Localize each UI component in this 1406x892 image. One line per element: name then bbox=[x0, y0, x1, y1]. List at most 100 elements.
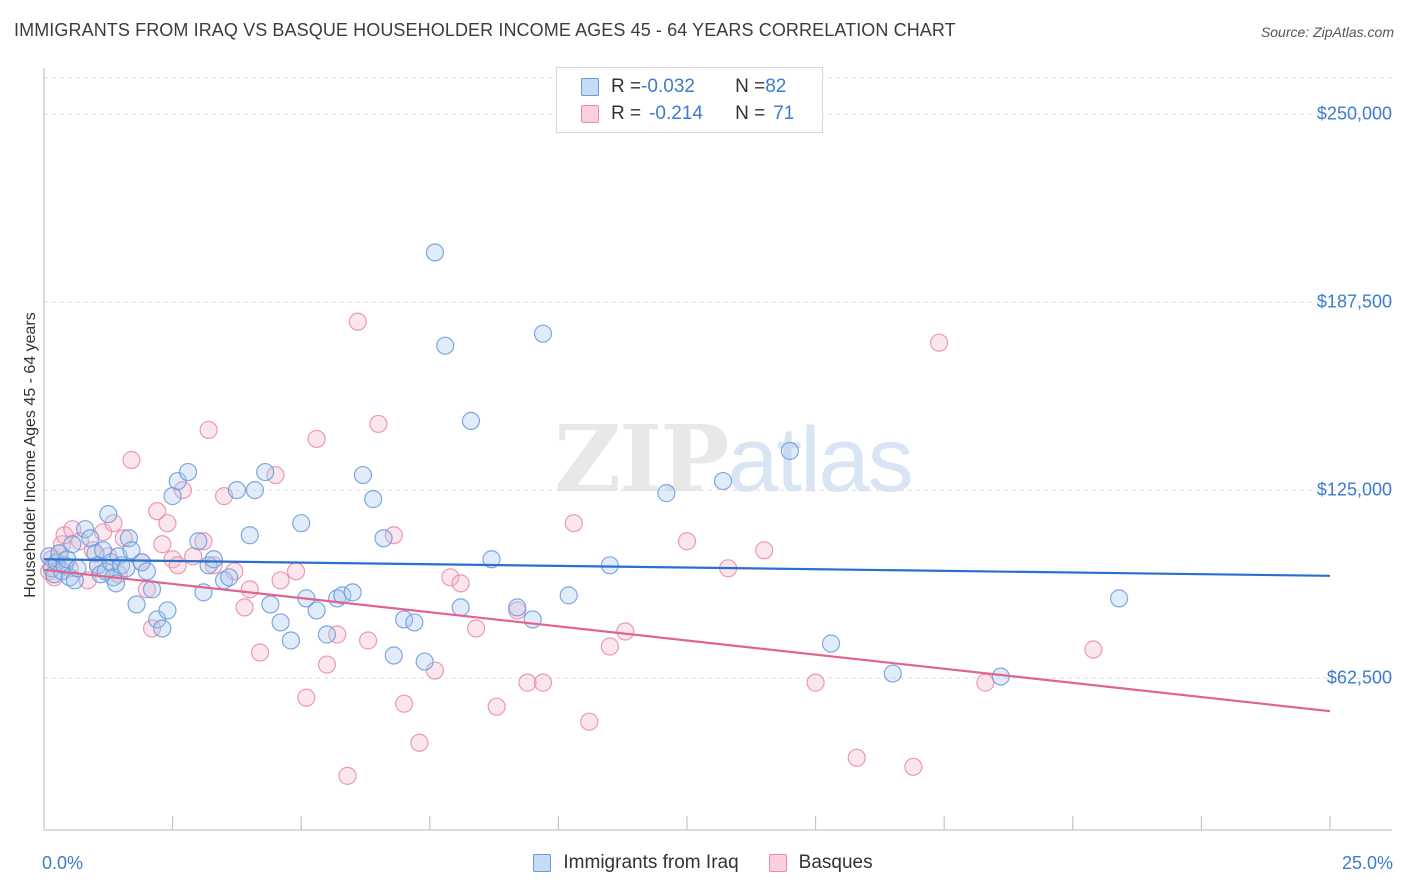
iraq-point bbox=[307, 601, 326, 620]
iraq-point bbox=[204, 550, 223, 569]
legend-swatch-iraq bbox=[581, 78, 599, 96]
basques-trend-line bbox=[43, 568, 1331, 713]
basques-point bbox=[451, 574, 470, 593]
iraq-point bbox=[256, 462, 275, 482]
iraq-point bbox=[127, 595, 146, 614]
correlation-legend: R = -0.032 N = 82 R = -0.214 N = 71 bbox=[556, 67, 823, 133]
iraq-point bbox=[148, 610, 167, 629]
iraq-points bbox=[40, 243, 1129, 686]
iraq-point bbox=[178, 462, 198, 482]
iraq-point bbox=[374, 529, 393, 548]
y-tick-label: $187,500 bbox=[1316, 291, 1392, 312]
legend-n-value-iraq: 82 bbox=[765, 76, 787, 97]
basques-point bbox=[580, 712, 599, 731]
series-label-basques: Basques bbox=[798, 852, 873, 873]
basques-point bbox=[153, 535, 172, 554]
iraq-point bbox=[508, 598, 527, 617]
x-tick-label: 25.0% bbox=[1341, 853, 1393, 873]
basques-point bbox=[425, 661, 445, 680]
basques-point bbox=[173, 480, 192, 500]
basques-point bbox=[266, 465, 285, 485]
x-tick-label: 0.0% bbox=[42, 853, 84, 873]
iraq-point bbox=[415, 652, 434, 671]
basques-point bbox=[806, 673, 825, 692]
iraq-point bbox=[168, 471, 187, 491]
iraq-point bbox=[343, 583, 362, 602]
iraq-point bbox=[353, 465, 373, 485]
legend-n-label: N = bbox=[735, 76, 766, 97]
basques-point bbox=[518, 673, 537, 692]
series-legend-basques[interactable]: Basques bbox=[768, 852, 873, 874]
basques-point bbox=[904, 757, 923, 776]
y-axis-label: Householder Income Ages 45 - 64 years bbox=[22, 312, 39, 598]
series-legend-iraq[interactable]: Immigrants from Iraq bbox=[533, 852, 739, 874]
basques-point bbox=[250, 643, 270, 662]
iraq-point bbox=[137, 562, 156, 581]
iraq-point bbox=[394, 610, 414, 629]
basques-point bbox=[358, 631, 378, 650]
basques-point bbox=[338, 766, 357, 785]
iraq-point bbox=[821, 634, 841, 653]
iraq-point bbox=[364, 490, 383, 509]
iraq-point bbox=[227, 480, 246, 500]
iraq-point bbox=[436, 336, 455, 355]
basques-point bbox=[235, 598, 254, 617]
basques-point bbox=[394, 694, 414, 713]
iraq-point bbox=[1109, 589, 1129, 608]
legend-r-label: R = bbox=[611, 103, 642, 124]
iraq-point bbox=[461, 411, 481, 431]
basques-point bbox=[158, 514, 177, 533]
watermark: ZIPatlas bbox=[554, 405, 914, 513]
basques-point bbox=[976, 673, 995, 692]
axes bbox=[43, 68, 1392, 831]
iraq-point bbox=[281, 631, 301, 650]
basques-point bbox=[142, 619, 162, 638]
y-tick-label: $62,500 bbox=[1326, 667, 1392, 688]
iraq-point bbox=[117, 559, 136, 578]
iraq-point bbox=[657, 484, 676, 503]
iraq-point bbox=[63, 535, 82, 554]
basques-point bbox=[847, 748, 866, 767]
basques-point bbox=[410, 733, 429, 752]
iraq-point bbox=[533, 324, 553, 343]
basques-point bbox=[194, 532, 213, 551]
series-legend: Immigrants from Iraq Basques bbox=[0, 852, 1406, 874]
iraq-point bbox=[220, 568, 239, 587]
iraq-point bbox=[883, 664, 902, 683]
y-tick-label: $125,000 bbox=[1316, 479, 1392, 500]
trend-lines bbox=[43, 558, 1331, 713]
watermark-atlas: atlas bbox=[727, 409, 913, 511]
iraq-point bbox=[132, 553, 151, 572]
iraq-point bbox=[240, 526, 259, 545]
basques-point bbox=[487, 697, 506, 716]
basques-point bbox=[369, 414, 388, 434]
iraq-point bbox=[425, 243, 445, 262]
basques-point bbox=[564, 514, 583, 533]
iraq-point bbox=[780, 441, 799, 461]
iraq-point bbox=[153, 619, 172, 638]
basques-point bbox=[1084, 640, 1103, 659]
basques-point bbox=[286, 562, 306, 581]
legend-swatch-basques bbox=[581, 105, 599, 123]
basques-point bbox=[384, 526, 403, 545]
iraq-point bbox=[76, 520, 95, 539]
iraq-point bbox=[99, 505, 118, 524]
series-swatch-basques bbox=[768, 854, 787, 872]
legend-n-label: N = bbox=[735, 103, 766, 124]
basques-point bbox=[317, 655, 337, 674]
legend-r-value-basques: -0.214 bbox=[649, 103, 703, 124]
iraq-point bbox=[523, 610, 542, 629]
iraq-point bbox=[122, 541, 141, 560]
basques-point bbox=[677, 532, 697, 551]
basques-point bbox=[929, 333, 949, 352]
basques-point bbox=[122, 450, 141, 470]
iraq-point bbox=[559, 586, 578, 605]
basques-point bbox=[240, 580, 259, 599]
iraq-point bbox=[292, 514, 311, 533]
legend-row-basques: R = -0.214 N = 71 bbox=[581, 102, 794, 126]
watermark-zip: ZIP bbox=[554, 405, 729, 513]
basques-point bbox=[600, 637, 619, 656]
legend-r-label: R = bbox=[611, 76, 642, 97]
iraq-trend-line bbox=[43, 558, 1331, 577]
